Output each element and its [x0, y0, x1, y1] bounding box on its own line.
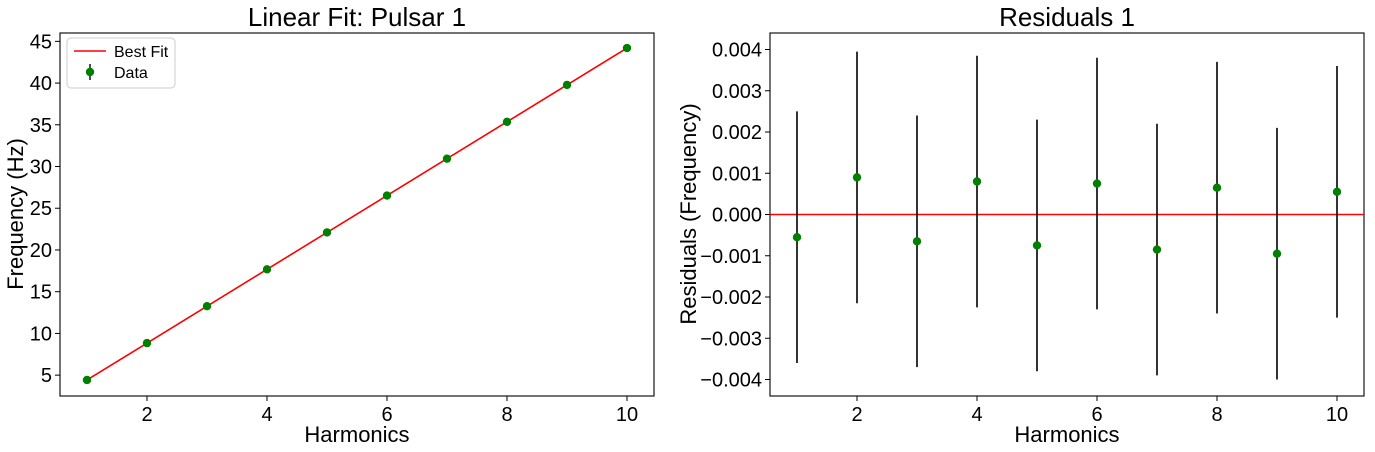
y-tick-label: −0.003: [700, 328, 762, 350]
legend-label-data: Data: [114, 65, 148, 82]
residual-point: [1332, 187, 1342, 197]
x-tick-label: 4: [971, 404, 982, 426]
y-tick-label: 0.002: [712, 122, 762, 144]
data-point: [382, 191, 392, 200]
x-axis-label: Harmonics: [1014, 422, 1119, 447]
residual-point: [912, 237, 922, 246]
data-point: [202, 302, 212, 311]
y-axis-label: Frequency (Hz): [3, 138, 28, 290]
residual-point: [1152, 245, 1162, 254]
x-tick-label: 10: [1326, 404, 1348, 426]
y-tick-label: 0.001: [712, 163, 762, 185]
axes-frame: [59, 32, 655, 397]
x-tick-label: 2: [141, 404, 152, 426]
x-tick-label: 4: [261, 404, 272, 426]
best-fit-line: [86, 47, 628, 381]
y-tick-label: 45: [30, 31, 52, 53]
residuals-chart: Residuals 1 Harmonics Residuals (Frequen…: [676, 2, 1365, 447]
plot-area: 2 4 6 8 10 −0.004 −0.003 −0.002 −0.001 0.000 0.001…: [700, 32, 1365, 426]
y-tick-label: 25: [30, 198, 52, 220]
x-tick-label: 8: [1211, 404, 1222, 426]
linear-fit-chart: Linear Fit: Pulsar 1 Harmonics Frequency…: [3, 2, 655, 447]
legend: Best Fit Data: [66, 37, 176, 89]
residual-point: [1212, 183, 1222, 192]
y-tick-label: 40: [30, 73, 52, 95]
data-point: [142, 338, 152, 348]
data-point: [502, 117, 512, 126]
y-tick-label: 0.003: [712, 81, 762, 103]
data-point: [262, 265, 272, 274]
chart-title: Residuals 1: [999, 2, 1135, 32]
y-tick-label: 10: [30, 323, 52, 345]
y-tick-label: 0.004: [712, 40, 762, 62]
plot-area: 2 4 6 8 10 5 10 15 20 25 30 35 40 45: [30, 31, 655, 426]
x-tick-label: 2: [851, 404, 862, 426]
data-point: [562, 80, 572, 90]
residual-point: [1092, 179, 1102, 188]
legend-label-best-fit: Best Fit: [114, 44, 169, 61]
y-axis-label: Residuals (Frequency): [676, 103, 701, 324]
y-tick-label: 35: [30, 115, 52, 137]
data-point: [322, 228, 332, 237]
residual-point: [1032, 241, 1042, 250]
y-tick-label: −0.004: [700, 370, 762, 392]
residual-point: [1272, 249, 1282, 258]
x-tick-label: 8: [501, 404, 512, 426]
x-tick-label: 10: [616, 404, 638, 426]
y-tick-label: 30: [30, 157, 52, 179]
legend-swatch-data: [85, 67, 95, 77]
data-point: [442, 154, 452, 163]
y-tick-label: 20: [30, 240, 52, 262]
chart-title: Linear Fit: Pulsar 1: [248, 2, 466, 32]
residual-point: [792, 232, 802, 242]
y-tick-label: −0.001: [700, 246, 762, 268]
residual-point: [972, 177, 982, 186]
data-point: [622, 43, 632, 53]
y-tick-label: −0.002: [700, 287, 762, 309]
x-tick-label: 6: [381, 404, 392, 426]
residual-point: [852, 173, 862, 182]
data-point: [82, 375, 92, 385]
x-tick-label: 6: [1091, 404, 1102, 426]
y-tick-label: 5: [41, 365, 52, 387]
y-tick-label: 15: [30, 282, 52, 304]
x-axis-label: Harmonics: [304, 422, 409, 447]
y-tick-label: 0.000: [712, 205, 762, 227]
